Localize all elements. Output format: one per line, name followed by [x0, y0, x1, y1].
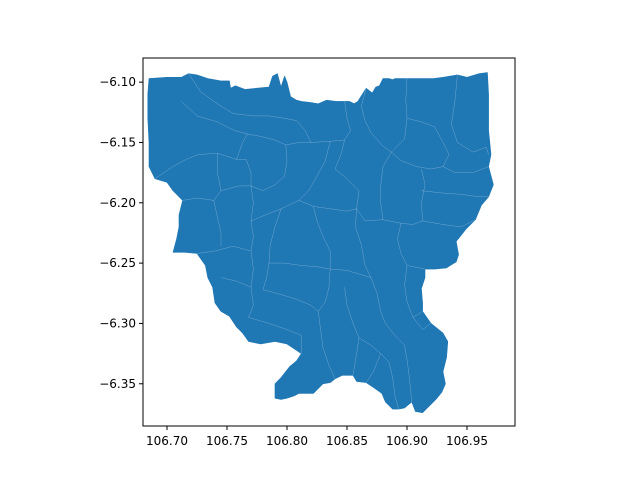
- district-boundary: [356, 208, 414, 225]
- district-boundary: [380, 151, 392, 220]
- district-boundary: [248, 317, 302, 354]
- district-boundary: [188, 73, 297, 121]
- y-tick-label: −6.35: [99, 377, 136, 391]
- district-boundary: [250, 185, 254, 252]
- district-boundary: [412, 168, 426, 225]
- district-boundary: [358, 337, 399, 410]
- y-tick-label: −6.15: [99, 135, 136, 149]
- district-boundary: [181, 101, 248, 135]
- district-boundary: [422, 219, 476, 228]
- district-boundary: [394, 335, 413, 402]
- x-tick-label: 106.70: [146, 434, 188, 448]
- district-boundary: [404, 265, 423, 318]
- district-boundary: [370, 277, 396, 336]
- y-tick-label: −6.30: [99, 316, 136, 330]
- x-tick-label: 106.75: [206, 434, 248, 448]
- district-boundary: [313, 206, 331, 270]
- district-boundary: [365, 353, 381, 383]
- district-boundary: [412, 317, 432, 330]
- x-tick-label: 106.95: [446, 434, 488, 448]
- district-boundary: [334, 139, 360, 209]
- x-axis: 106.70 106.75 106.80 106.85 106.90 106.95: [146, 426, 488, 448]
- district-boundary: [391, 151, 444, 170]
- axes-frame: [142, 57, 516, 427]
- district-boundary: [391, 78, 408, 153]
- district-boundary: [196, 245, 252, 254]
- map-region: [147, 72, 494, 413]
- y-tick-label: −6.25: [99, 256, 136, 270]
- x-tick-label: 106.80: [266, 434, 308, 448]
- district-boundary: [296, 120, 312, 143]
- district-boundary: [248, 250, 254, 318]
- district-boundary: [451, 74, 489, 155]
- district-boundary: [298, 141, 331, 201]
- district-boundary: [247, 133, 345, 146]
- x-tick-label: 106.90: [386, 434, 428, 448]
- x-tick-label: 106.85: [326, 434, 368, 448]
- district-boundary: [250, 144, 288, 191]
- y-tick-label: −6.20: [99, 196, 136, 210]
- y-tick-label: −6.10: [99, 75, 136, 89]
- y-axis: −6.10 −6.15 −6.20 −6.25 −6.30 −6.35: [99, 75, 143, 391]
- district-boundary: [182, 153, 222, 201]
- district-boundary: [250, 200, 300, 222]
- district-boundary: [442, 166, 489, 173]
- district-boundary: [317, 269, 331, 312]
- district-boundary: [421, 190, 489, 198]
- district-boundary: [361, 88, 392, 153]
- district-boundary: [213, 200, 222, 247]
- district-boundary: [344, 287, 360, 376]
- district-boundary: [355, 208, 372, 278]
- district-boundary: [397, 223, 426, 270]
- district-boundary: [298, 200, 357, 212]
- map-layer: [147, 72, 494, 413]
- district-boundary: [220, 159, 252, 191]
- district-boundary: [262, 208, 282, 290]
- district-boundary: [406, 118, 450, 167]
- district-boundary: [220, 277, 252, 288]
- district-boundary: [262, 289, 319, 312]
- district-boundary: [154, 133, 248, 179]
- district-boundary: [269, 262, 372, 278]
- district-boundary: [344, 101, 351, 141]
- district-boundary: [317, 311, 336, 380]
